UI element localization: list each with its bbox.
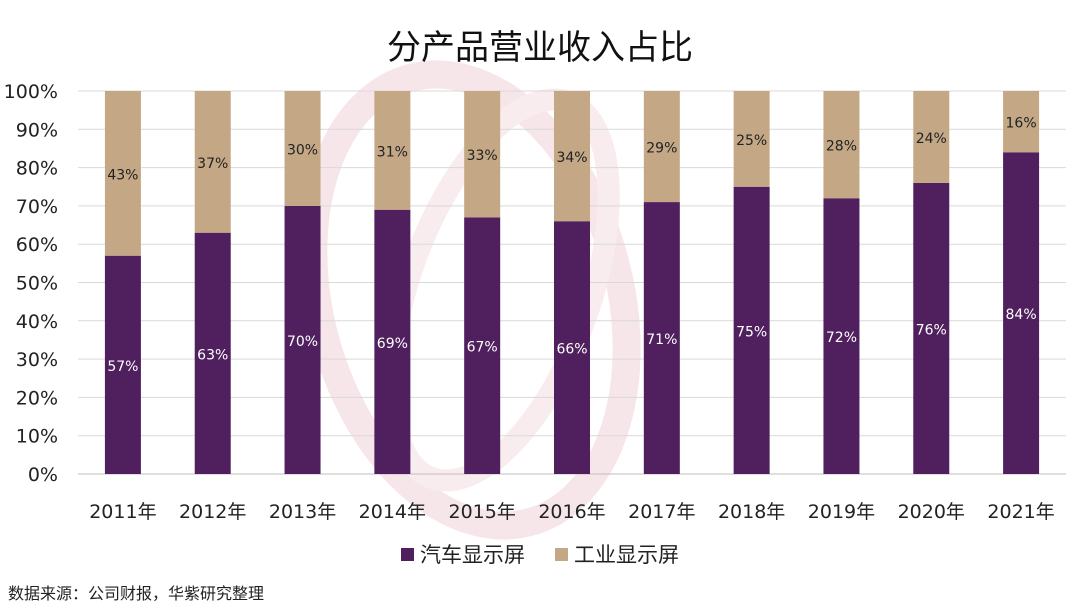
data-label: 75% bbox=[736, 324, 767, 340]
bar-segment bbox=[643, 91, 680, 203]
legend-swatch-industrial bbox=[555, 547, 568, 561]
x-tick-label: 2017年 bbox=[628, 501, 695, 523]
data-label: 63% bbox=[197, 347, 228, 363]
data-label: 34% bbox=[556, 150, 587, 166]
data-label: 67% bbox=[467, 340, 498, 356]
chart-title: 分产品营业收入占比 bbox=[387, 28, 693, 68]
source-note: 数据来源：公司财报，华紫研究整理 bbox=[8, 584, 265, 603]
y-tick-label: 10% bbox=[16, 426, 58, 448]
x-tick-label: 2014年 bbox=[359, 501, 426, 523]
y-tick-label: 40% bbox=[16, 311, 58, 333]
data-label: 69% bbox=[377, 336, 408, 352]
y-tick-label: 100% bbox=[4, 81, 58, 103]
bar-segment bbox=[913, 91, 950, 183]
bar-segment bbox=[643, 202, 680, 474]
y-tick-label: 30% bbox=[16, 349, 58, 371]
data-label: 25% bbox=[736, 133, 767, 149]
legend-item-industrial: 工业显示屏 bbox=[555, 539, 679, 569]
x-tick-label: 2013年 bbox=[269, 501, 336, 523]
bar-segment bbox=[913, 182, 950, 475]
x-tick-label: 2021年 bbox=[987, 501, 1054, 523]
bar-segment bbox=[733, 91, 770, 187]
y-tick-label: 60% bbox=[16, 234, 58, 256]
legend-label-industrial: 工业显示屏 bbox=[574, 543, 679, 567]
y-tick-label: 50% bbox=[16, 273, 58, 295]
data-label: 70% bbox=[287, 334, 318, 350]
bar-segment bbox=[104, 255, 141, 474]
bar-segment bbox=[733, 186, 770, 474]
legend-label-auto: 汽车显示屏 bbox=[420, 543, 525, 567]
bar-segment bbox=[284, 205, 321, 474]
x-tick-label: 2011年 bbox=[89, 501, 156, 523]
data-label: 28% bbox=[826, 139, 857, 155]
y-tick-label: 90% bbox=[16, 119, 58, 141]
bar-segment bbox=[1003, 152, 1040, 474]
bar-segment bbox=[104, 91, 141, 256]
bar-segment bbox=[464, 217, 501, 474]
bar-segment bbox=[194, 232, 231, 474]
data-label: 16% bbox=[1006, 116, 1037, 132]
bar-segment bbox=[823, 198, 860, 475]
data-label: 33% bbox=[467, 148, 498, 164]
data-label: 30% bbox=[287, 142, 318, 158]
data-label: 76% bbox=[916, 322, 947, 338]
watermark-logo bbox=[299, 60, 641, 540]
x-tick-label: 2016年 bbox=[538, 501, 605, 523]
x-tick-label: 2020年 bbox=[898, 501, 965, 523]
bar-segment bbox=[284, 91, 321, 206]
legend: 汽车显示屏 工业显示屏 bbox=[0, 539, 1080, 569]
bar-segment bbox=[374, 91, 411, 210]
y-tick-label: 0% bbox=[28, 464, 58, 486]
bar-segment bbox=[1003, 91, 1040, 153]
data-label: 29% bbox=[646, 141, 677, 157]
data-label: 66% bbox=[556, 342, 587, 358]
data-label: 72% bbox=[826, 330, 857, 346]
legend-swatch-auto bbox=[401, 547, 414, 561]
data-label: 31% bbox=[377, 144, 408, 160]
x-tick-label: 2019年 bbox=[808, 501, 875, 523]
y-tick-label: 70% bbox=[16, 196, 58, 218]
bar-segment bbox=[823, 91, 860, 199]
data-label: 43% bbox=[107, 167, 138, 183]
bar-segment bbox=[554, 221, 590, 474]
x-tick-label: 2018年 bbox=[718, 501, 785, 523]
x-tick-label: 2012年 bbox=[179, 501, 246, 523]
bar-segment bbox=[554, 91, 590, 222]
data-label: 84% bbox=[1006, 307, 1037, 323]
data-label: 24% bbox=[916, 131, 947, 147]
data-label: 71% bbox=[646, 332, 677, 348]
y-tick-label: 20% bbox=[16, 387, 58, 409]
legend-item-auto: 汽车显示屏 bbox=[401, 539, 525, 569]
x-tick-label: 2015年 bbox=[449, 501, 516, 523]
bar-segment bbox=[194, 91, 231, 233]
y-tick-label: 80% bbox=[16, 158, 58, 180]
bar-segment bbox=[374, 209, 411, 475]
bar-segment bbox=[464, 91, 501, 218]
data-label: 37% bbox=[197, 156, 228, 172]
data-label: 57% bbox=[107, 359, 138, 375]
